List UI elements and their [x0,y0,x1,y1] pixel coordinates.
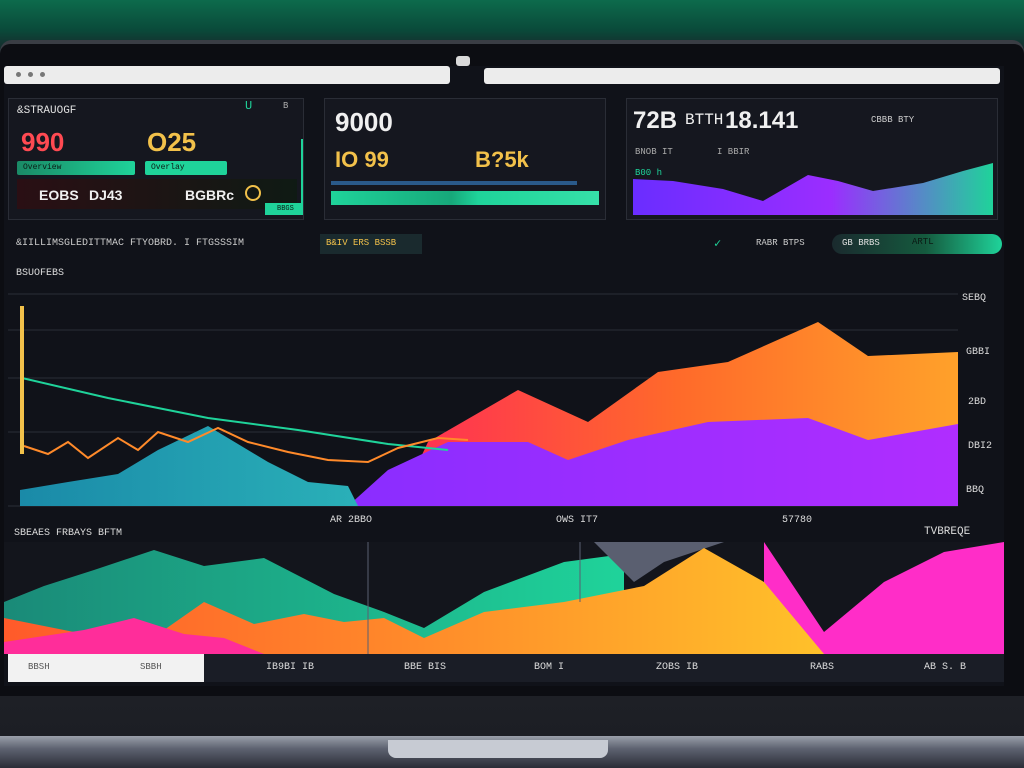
status-badge: GB BRBS [842,238,880,248]
browser-bar-left [4,66,450,84]
x-tick-label: OWS IT7 [556,515,598,526]
y-tick-label: SEBQ [962,293,986,304]
progress-bar [331,191,599,205]
window-dot-icon[interactable] [40,72,45,77]
footer-label: BOM I [534,662,565,673]
status-pill-label: ARTL [912,237,934,247]
footer-label: AB S. B [924,662,967,673]
tab-label[interactable]: SBBH [140,662,162,672]
area-series-gray [594,542,724,582]
y-tick-label: GBBI [966,347,990,358]
footer-label: ZOBS IB [656,662,699,673]
status-label: RABR BTPS [756,238,805,248]
footer-label: RABS [810,662,835,673]
chart-label: BSUOFEBS [16,268,65,279]
kpi-value-b: BTTH [685,111,724,129]
panel-label: CBBB BTY [871,115,915,125]
lower-chart: SBEAES FRBAYS BFTM TVBREQE [4,522,1004,686]
status-bar: &IILLIMSGLEDITTMAC FTYOBRD. I FTGSSSIM B… [8,232,1002,258]
line-series-orange [23,426,469,464]
area-series-teal [20,426,358,506]
panel-title: &STRAUOGF [17,105,77,117]
main-area-chart: SEBQ GBBI 2BD DBI2 BBQ AR 2BBO OWS IT7 5… [8,293,992,526]
kpi-panel-center: 9000 IO 99 B?5k [324,98,606,220]
progress-bar [145,161,227,175]
kpi-value-top: 9000 [335,107,393,137]
main-chart: BSUOFEBS [8,262,1000,526]
status-text: &IILLIMSGLEDITTMAC FTYOBRD. I FTGSSSIM [16,238,245,249]
status-chip[interactable] [320,234,422,254]
chart-label: TVBREQE [924,526,971,538]
area-series-pink [4,618,264,654]
sparkline-series-label: B00 h [635,168,662,178]
kpi-value-left: IO 99 [335,147,389,172]
y-tick-label: BBQ [966,485,984,496]
kpi-panel-right: 72B BTTH 18.141 CBBB BTY BNOB IT I BBIR … [626,98,998,220]
y-tick-label: DBI2 [968,441,992,452]
tab-group[interactable] [8,654,204,682]
camera-icon [456,56,470,66]
tag-label: Overview [23,163,62,172]
panel-sub-label: BNOB IT [635,147,673,157]
footer-label: IB9BI IB [266,662,315,673]
kpi-value-a: 72B [633,107,678,134]
window-dot-icon[interactable] [28,72,33,77]
tab-label[interactable]: BBSH [28,662,50,672]
panel-sub-label: I BBIR [717,147,750,157]
corner-badge [265,203,301,215]
status-chip-label: B&IV ERS BSSB [326,238,397,248]
sparkline-area-chart: B00 h [633,163,993,215]
line-series-green [21,377,449,451]
footer-label: BBE BIS [404,662,447,673]
kpi-value-right: B?5k [475,147,529,172]
area-series-magenta [764,542,1004,654]
panel-accent-line [301,139,303,215]
kpi-label: BGBRc [185,187,235,203]
kpi-value-c: 18.141 [725,107,799,134]
area-series-warm [4,548,824,654]
kpi-label: DJ43 [89,187,123,203]
window-dot-icon[interactable] [16,72,21,77]
status-pill[interactable] [832,234,1002,254]
panel-icon-label: B [283,101,289,111]
kpi-label: EOBS [39,187,79,203]
chart-label: SBEAES FRBAYS BFTM [14,528,123,539]
kpi-value-right: O25 [147,127,197,157]
x-tick-label: AR 2BBO [330,515,372,526]
x-tick-label: 57780 [782,515,812,526]
laptop-notch [388,740,608,758]
lower-area-chart [4,542,1004,654]
progress-bar [17,161,135,175]
y-tick-label: 2BD [968,397,986,408]
progress-track [331,181,577,185]
dashboard-screen: &STRAUOGF U B 990 O25 Overview Overlay E… [4,66,1004,686]
kpi-panel-left: &STRAUOGF U B 990 O25 Overview Overlay E… [8,98,304,220]
browser-bar-right [484,68,1000,84]
check-icon [245,185,261,201]
check-icon: ✓ [714,237,722,251]
panel-icon-label: U [245,99,253,113]
area-series-purple [348,418,958,506]
tag-label: Overlay [151,163,185,172]
footer-bar [204,654,1004,682]
kpi-value-left: 990 [21,127,65,157]
corner-badge-label: BBGS [277,205,294,213]
sparkline-area [633,163,993,215]
